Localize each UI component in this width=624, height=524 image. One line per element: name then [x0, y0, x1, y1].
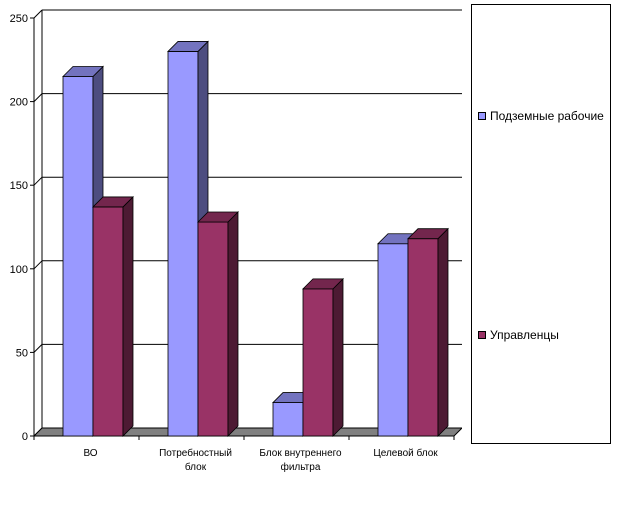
bar-2-3: [302, 288, 334, 437]
gridline-depth-200: [33, 93, 43, 102]
gridline-depth-100: [33, 260, 43, 270]
legend: Подземные рабочие Управленцы: [471, 4, 611, 444]
gridline-depth-50: [33, 344, 43, 353]
bar-top-2-3: [302, 278, 344, 290]
legend-swatch-series-1: [478, 112, 486, 120]
gridline-depth-150: [33, 176, 43, 186]
y-tick-label-250: 250: [10, 13, 28, 25]
x-tick-label-4-line-1: Целевой блок: [373, 447, 438, 459]
x-tick-labels: ВО Потребностный блок Блок внутреннего фильт…: [83, 447, 438, 473]
y-tick-label-150: 150: [10, 180, 28, 192]
legend-label-series-2: Управленцы: [490, 328, 559, 342]
legend-swatch-series-2: [478, 331, 486, 339]
legend-item-series-1: Подземные рабочие: [478, 109, 604, 123]
bar-1-3: [272, 402, 304, 437]
bar-chart: 0 50 100 150 200 250 ВО Потребностный блок Блок …: [10, 9, 462, 473]
x-tick-label-3-line-2: фильтра: [281, 461, 321, 473]
gridline-depth-250: [33, 9, 43, 19]
bar-1-4: [377, 243, 409, 437]
x-tick-label-1-line-1: ВО: [83, 448, 97, 459]
y-tick-label-200: 200: [10, 97, 28, 109]
bar-side-2-2: [227, 211, 239, 437]
bar-1-2: [167, 51, 199, 437]
bar-top-1-1: [62, 66, 104, 77]
bars: [62, 40, 449, 437]
y-tick-label-100: 100: [10, 264, 28, 276]
x-tick-label-2-line-2: блок: [185, 461, 207, 473]
legend-label-series-1: Подземные рабочие: [490, 109, 604, 123]
bar-top-2-1: [92, 196, 134, 208]
bar-top-2-2: [197, 211, 239, 223]
bar-side-2-3: [332, 277, 344, 437]
x-tick-label-2-line-1: Потребностный: [159, 447, 232, 459]
bar-1-1: [62, 76, 94, 437]
bar-side-2-4: [437, 227, 449, 437]
y-tick-label-50: 50: [16, 347, 28, 359]
bar-top-1-2: [167, 41, 209, 52]
y-tick-label-0: 0: [22, 431, 28, 443]
bar-side-2-1: [122, 195, 134, 437]
x-tick-label-3-line-1: Блок внутреннего: [259, 448, 342, 459]
bar-top-2-4: [407, 228, 449, 240]
y-tick-labels: 0 50 100 150 200 250: [10, 13, 28, 443]
legend-item-series-2: Управленцы: [478, 328, 559, 342]
bar-2-4: [407, 238, 439, 437]
bar-2-2: [197, 221, 229, 437]
bar-2-1: [92, 206, 124, 437]
